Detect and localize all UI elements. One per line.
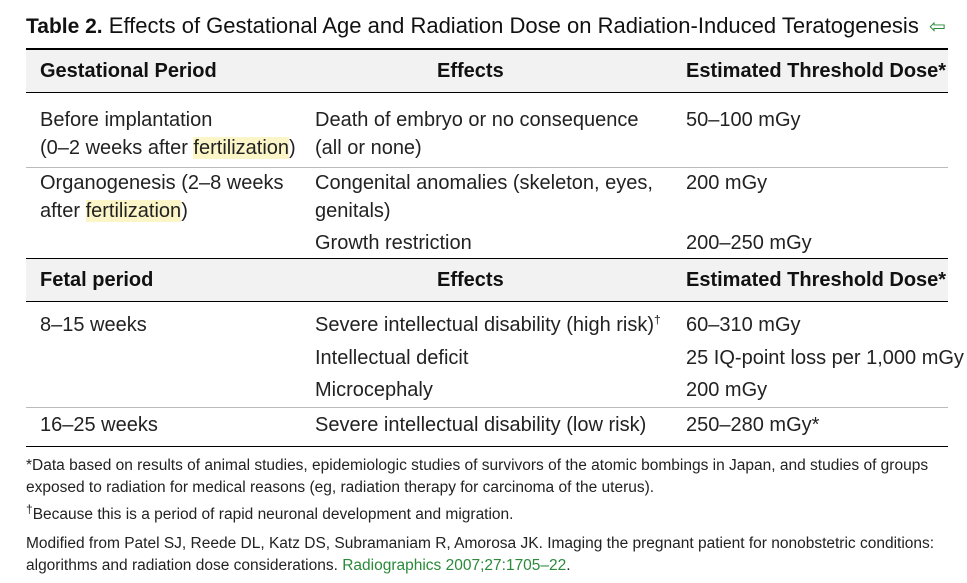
top-rule (26, 48, 948, 50)
effect-cell: Death of embryo or no consequence (all o… (315, 109, 639, 159)
dose-cell: 50–100 mGy (686, 109, 801, 131)
effect-cell: Intellectual deficit (315, 347, 469, 369)
footnote-dagger: †Because this is a period of rapid neuro… (26, 501, 514, 523)
table-header-row: Gestational Period Effects Estimated Thr… (26, 50, 948, 93)
effect-cell: Severe intellectual disability (low risk… (315, 414, 647, 436)
table-header-row: Fetal period Effects Estimated Threshold… (26, 258, 948, 302)
table-title-text: Effects of Gestational Age and Radiation… (108, 13, 919, 38)
footnote-star: *Data based on results of animal studies… (26, 457, 929, 496)
table-title: Table 2. Effects of Gestational Age and … (26, 12, 946, 41)
dose-cell: 25 IQ-point loss per 1,000 mGy (686, 347, 964, 369)
source-link[interactable]: Radiographics 2007;27:1705–22 (342, 557, 567, 574)
period-cell: Organogenesis (2–8 weeks after fertiliza… (40, 172, 284, 222)
bottom-rule (26, 446, 948, 447)
period-cell: 8–15 weeks (40, 314, 147, 336)
row-divider (26, 167, 948, 168)
header-effects: Effects (437, 269, 504, 291)
dose-cell: 250–280 mGy* (686, 414, 820, 436)
back-arrow-icon[interactable]: ⇦ (928, 16, 946, 38)
effect-cell: Growth restriction (315, 232, 472, 254)
header-threshold-dose: Estimated Threshold Dose* (686, 269, 947, 291)
effect-cell: Microcephaly (315, 379, 433, 401)
dagger-mark: † (654, 312, 661, 327)
dose-cell: 60–310 mGy (686, 314, 801, 336)
dose-cell: 200 mGy (686, 379, 768, 401)
header-fetal-period: Fetal period (40, 269, 154, 291)
table-label: Table 2. (26, 15, 103, 38)
row-divider (26, 407, 948, 408)
header-gestational-period: Gestational Period (40, 60, 217, 82)
header-threshold-dose: Estimated Threshold Dose* (686, 60, 947, 82)
effect-cell: Severe intellectual disability (high ris… (315, 312, 661, 336)
effect-cell: Congenital anomalies (skeleton, eyes, ge… (315, 172, 653, 222)
period-line: (0–2 weeks after fertilization) (40, 137, 296, 159)
highlighted-term[interactable]: fertilization (85, 200, 182, 222)
period-cell: Before implantation (0–2 weeks after fer… (40, 106, 296, 162)
dose-cell: 200 mGy (686, 172, 768, 194)
period-line: Before implantation (40, 109, 213, 131)
highlighted-term[interactable]: fertilization (193, 137, 290, 159)
dose-cell: 200–250 mGy (686, 232, 812, 254)
period-cell: 16–25 weeks (40, 414, 158, 436)
source-note: Modified from Patel SJ, Reede DL, Katz D… (26, 535, 935, 574)
header-effects: Effects (437, 60, 504, 82)
